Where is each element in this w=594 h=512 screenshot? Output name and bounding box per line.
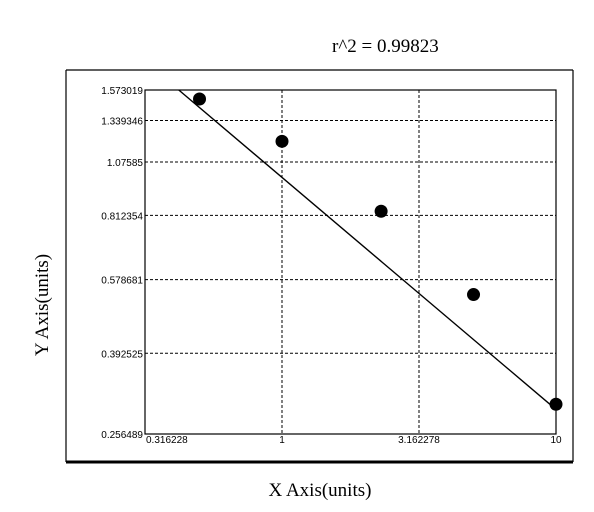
data-point <box>374 204 388 218</box>
x-tick-label: 1 <box>279 435 285 446</box>
r-squared-annotation: r^2 = 0.99823 <box>332 36 439 57</box>
data-point <box>467 288 481 302</box>
data-point <box>549 397 563 411</box>
x-tick-label: 0.316228 <box>146 435 188 446</box>
x-tick-label: 10 <box>550 435 562 446</box>
y-tick-labels: 1.573019 1.339346 1.07585 0.812354 0.578… <box>101 86 143 441</box>
y-tick-label: 1.339346 <box>101 117 143 128</box>
y-tick-label: 0.578681 <box>101 276 143 287</box>
data-point <box>275 134 289 148</box>
x-tick-labels: 0.316228 1 3.162278 10 <box>146 435 562 446</box>
y-tick-label: 1.07585 <box>107 158 144 169</box>
y-tick-label: 0.392525 <box>101 349 143 360</box>
fit-line <box>178 89 557 410</box>
x-axis-title: X Axis(units) <box>269 480 372 501</box>
data-points <box>193 92 563 411</box>
y-axis-title: Y Axis(units) <box>32 254 53 356</box>
y-tick-label: 1.573019 <box>101 86 143 97</box>
chart-frame <box>65 69 574 464</box>
data-point <box>193 92 207 106</box>
plot-area <box>144 89 557 435</box>
x-tick-label: 3.162278 <box>398 435 440 446</box>
y-tick-label: 0.256489 <box>101 430 143 441</box>
y-tick-label: 0.812354 <box>101 211 143 222</box>
